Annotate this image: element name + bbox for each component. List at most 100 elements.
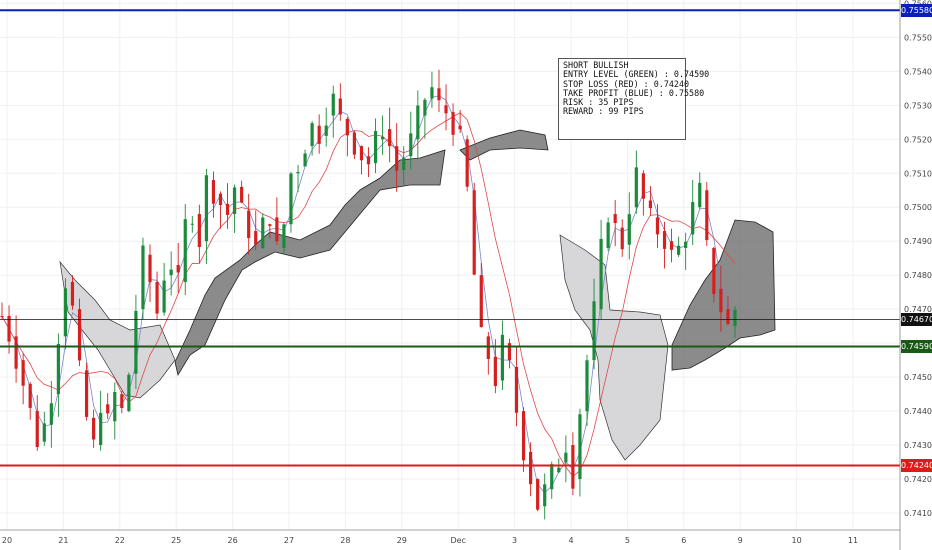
candle-body <box>134 310 138 374</box>
x-tick-label: 26 <box>228 536 238 545</box>
x-axis: 20 21 22 25 26 27 28 29 Dec 3 4 5 6 9 10 11 <box>2 536 858 545</box>
candle-body <box>218 193 223 206</box>
candle-body <box>366 156 371 165</box>
candle-body <box>437 88 441 101</box>
candle-body <box>557 467 561 473</box>
kijun-line <box>1 112 736 477</box>
cloud-dark-fill-3 <box>671 219 776 371</box>
candle-body <box>28 383 32 408</box>
candle-body <box>677 245 681 255</box>
entry-label: 0.74590 <box>901 340 932 354</box>
candle-body <box>169 269 173 276</box>
candle-body <box>662 231 667 249</box>
candle-body <box>155 281 159 314</box>
x-tick-label: 21 <box>58 536 68 545</box>
candle-body <box>359 146 364 161</box>
candle-body <box>486 336 490 359</box>
candle-body <box>211 180 216 204</box>
current-price-label: 0.74670 <box>901 312 932 326</box>
candle-body <box>84 370 89 417</box>
x-tick-label: 25 <box>171 536 181 545</box>
candle-body <box>655 217 660 235</box>
candle-body <box>338 98 342 115</box>
candle-body <box>585 360 589 412</box>
x-tick-label: 27 <box>284 536 294 545</box>
candle-body <box>592 301 596 361</box>
candle-body <box>507 343 512 361</box>
note-line: ENTRY LEVEL (GREEN) : 0.74590 <box>563 69 710 80</box>
cloud-light-fill <box>59 260 176 399</box>
candle-body <box>21 360 25 386</box>
x-tick-label: 4 <box>568 536 573 545</box>
candle-body <box>303 153 307 167</box>
candle-body <box>289 173 293 225</box>
candle-body <box>620 227 624 250</box>
candle-body <box>49 403 53 425</box>
x-tick-label: 22 <box>115 536 125 545</box>
candle-body <box>106 404 110 414</box>
note-line: SHORT BULLISH <box>563 60 629 70</box>
candle-body <box>120 394 124 408</box>
candle-body <box>444 105 448 114</box>
candle-body <box>63 288 68 337</box>
candle-body <box>402 158 406 170</box>
candle-body <box>606 222 610 249</box>
candle-body <box>282 224 286 249</box>
candle-body <box>77 309 82 361</box>
level-lines <box>0 9 900 467</box>
candle-body <box>35 411 39 448</box>
x-tick-label: 11 <box>848 536 858 545</box>
candle-body <box>550 464 554 490</box>
candle-body <box>599 238 603 310</box>
candle-body <box>232 187 237 215</box>
candle-body <box>261 217 265 249</box>
candle-body <box>247 210 251 239</box>
note-line: STOP LOSS (RED) : 0.74240 <box>563 78 690 89</box>
candle-body <box>465 139 469 187</box>
candle-body <box>648 200 653 209</box>
candle-body <box>521 411 526 461</box>
take-profit-label: 0.75580 <box>901 3 932 17</box>
x-tick-label: 20 <box>2 536 12 545</box>
candle-body <box>162 280 166 313</box>
candle-body <box>684 241 688 249</box>
candle-body <box>197 214 201 248</box>
candle-body <box>317 125 321 144</box>
candle-body <box>190 223 194 225</box>
candle-body <box>324 125 328 136</box>
candle-body <box>719 288 723 313</box>
note-line: RISK : 35 PIPS <box>563 97 634 108</box>
x-tick-label: 6 <box>681 536 686 545</box>
candle-body <box>543 484 547 507</box>
candle-body <box>409 133 413 157</box>
candle-body <box>395 146 399 171</box>
candle-body <box>268 224 272 226</box>
candle-body <box>705 190 709 241</box>
candle-body <box>0 315 4 317</box>
candle-body <box>70 281 75 306</box>
candle-body <box>712 248 716 295</box>
candle-body <box>373 131 378 164</box>
candle-body <box>613 214 617 224</box>
candle-body <box>733 309 737 327</box>
candle-body <box>148 254 152 283</box>
candle-body <box>225 203 230 215</box>
candle-body <box>42 423 46 442</box>
candle-body <box>240 186 244 203</box>
candle-body <box>514 366 519 413</box>
candle-body <box>571 445 575 489</box>
candle-body <box>310 123 314 147</box>
candle-body <box>430 87 434 99</box>
candle-body <box>472 190 476 275</box>
